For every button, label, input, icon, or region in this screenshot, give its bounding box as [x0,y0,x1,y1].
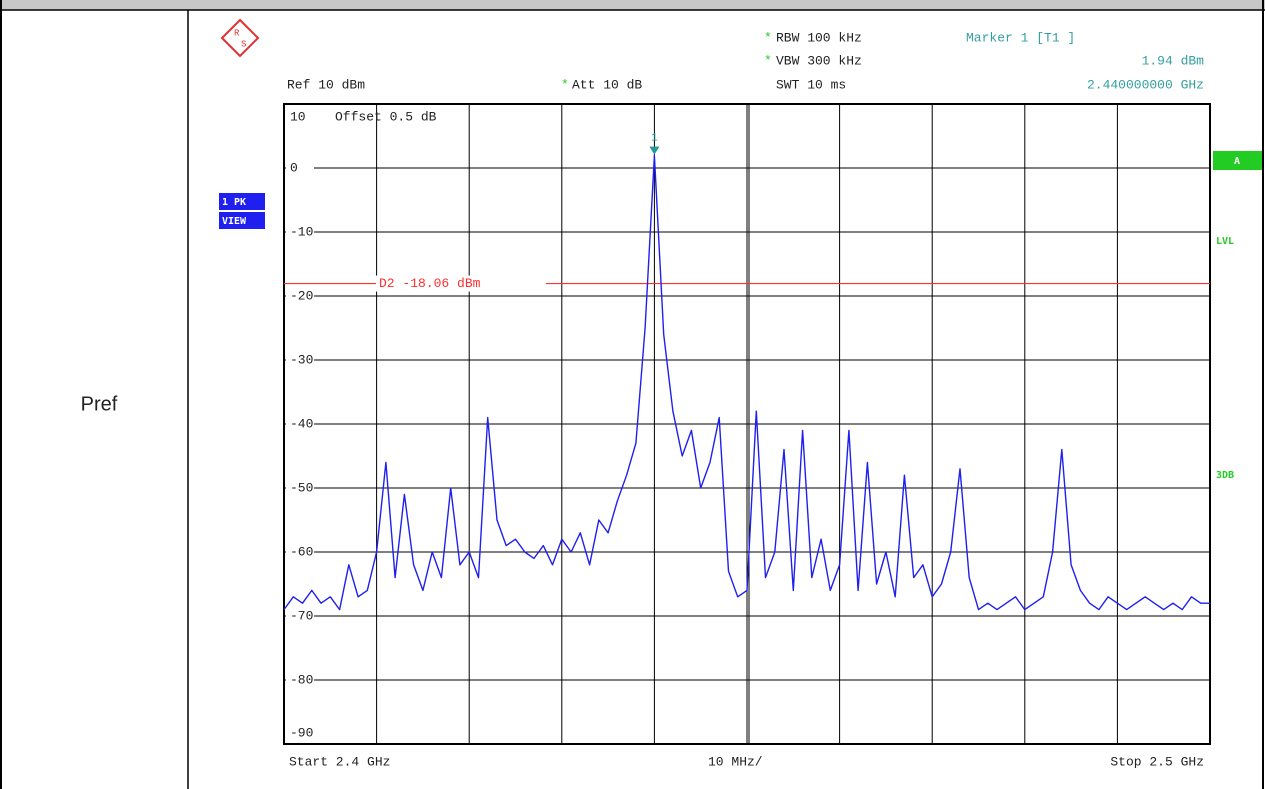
tick-label-bg [286,161,314,175]
trace-badge [219,212,265,229]
offset-label: Offset 0.5 dB [335,109,437,124]
y-tick-label: -20 [290,288,313,303]
marker-label: 1 [651,132,658,144]
setting-flag: * [561,77,569,92]
tick-label-bg [286,609,314,623]
tick-label-bg [286,353,314,367]
tick-label-bg [286,545,314,559]
tick-label-bg [286,417,314,431]
trace-line [283,154,1210,611]
setting-flag: * [764,53,772,68]
y-tick-label: -90 [290,725,313,740]
y-tick-label: -40 [290,416,313,431]
marker-title: Marker 1 [T1 ] [966,30,1075,45]
display-line-label-bg [376,275,546,292]
side-label: A [1234,156,1240,167]
trace-name: 1 PK [222,197,246,208]
side-label: 3DB [1216,470,1234,481]
marker-level: 1.94 dBm [1142,53,1205,68]
ref-level: Ref 10 dBm [287,77,365,92]
tick-label-bg [286,225,314,239]
logo: R S [220,18,260,58]
display-line-label: D2 -18.06 dBm [379,276,481,291]
attenuation: Att 10 dB [572,77,642,92]
x-span-label: 10 MHz/ [708,754,763,769]
tick-label-bg [286,289,314,303]
vbw: VBW 300 kHz [776,53,862,68]
tick-label-bg [286,673,314,687]
trace-mode: VIEW [222,216,247,227]
y-tick-label: -30 [290,352,313,367]
row-label: Pref [81,393,118,415]
marker-frequency: 2.440000000 GHz [1087,77,1204,92]
x-stop-label: Stop 2.5 GHz [1110,754,1204,769]
marker [649,146,660,155]
sweep-time: SWT 10 ms [776,77,846,92]
y-tick-label: 10 [290,109,306,124]
trace-badge [219,193,265,210]
plot-frame [283,103,1211,745]
side-badge [1213,151,1262,170]
side-label: LVL [1216,236,1234,247]
y-tick-label: 0 [290,160,298,175]
tick-label-bg [286,481,314,495]
y-tick-label: -70 [290,608,313,623]
y-tick-label: -10 [290,224,313,239]
y-tick-label: -60 [290,544,313,559]
rbw: RBW 100 kHz [776,30,862,45]
logo-letter: R [234,28,240,38]
setting-flag: * [764,30,772,45]
y-tick-label: -80 [290,672,313,687]
logo-letter: S [241,39,246,49]
x-start-label: Start 2.4 GHz [289,754,390,769]
y-tick-label: -50 [290,480,313,495]
plot-area: -90 -80 -70 -60 -50 -40 -30 -20 -10 0 10 Offset 0.5… [283,103,1211,745]
table-header-band [0,0,1265,10]
